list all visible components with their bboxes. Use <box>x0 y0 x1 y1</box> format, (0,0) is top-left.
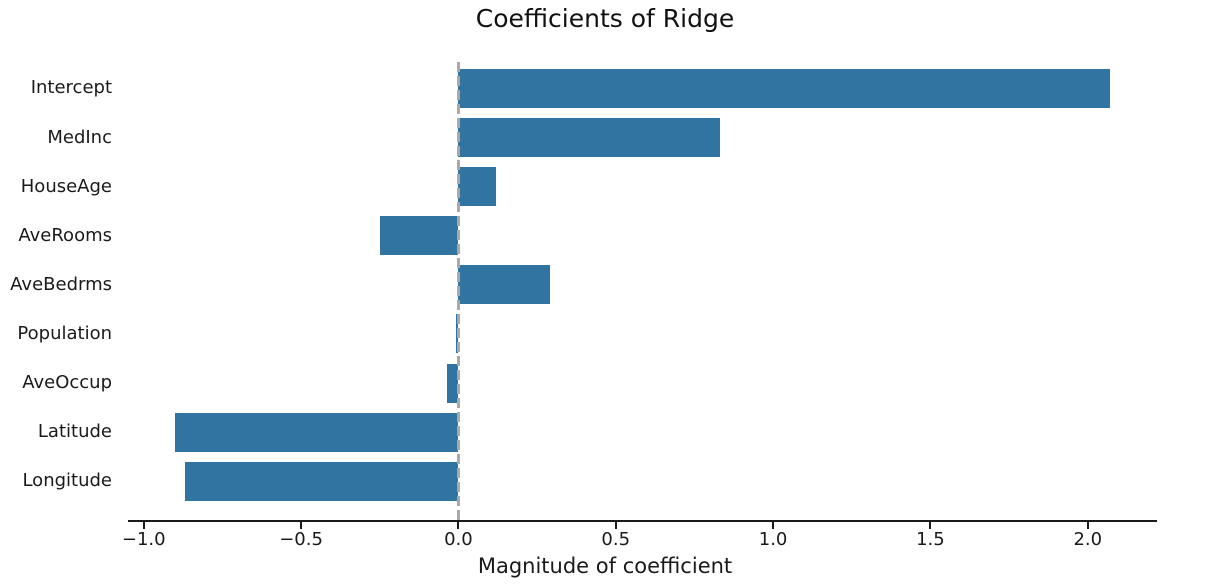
bar-avebedrms <box>458 265 550 305</box>
y-tick-label-averooms: AveRooms <box>18 224 112 246</box>
chart-title: Coefficients of Ridge <box>475 4 735 33</box>
y-tick-label-population: Population <box>17 322 112 344</box>
bar-latitude <box>175 412 459 452</box>
zero-reference-line <box>456 62 460 520</box>
plot-area <box>128 62 1157 522</box>
y-tick-label-aveoccup: AveOccup <box>22 372 112 393</box>
x-tick-mark <box>142 522 145 529</box>
x-tick-label: −1.0 <box>121 529 166 550</box>
y-tick-label-intercept: Intercept <box>30 77 112 99</box>
x-tick-label: 1.5 <box>916 529 945 550</box>
x-tick-label: 0.0 <box>444 529 473 550</box>
x-tick-mark <box>457 522 460 529</box>
y-tick-label-houseage: HouseAge <box>20 175 112 197</box>
y-tick-label-latitude: Latitude <box>37 421 112 443</box>
x-tick-mark <box>614 522 617 529</box>
x-tick-mark <box>929 522 932 529</box>
x-tick-label: 1.0 <box>758 529 788 550</box>
x-tick-label: −0.5 <box>279 529 323 550</box>
x-tick-mark <box>300 522 303 529</box>
bar-averooms <box>379 216 459 256</box>
x-tick-mark <box>772 522 775 529</box>
x-tick-label: 2.0 <box>1073 529 1103 550</box>
bar-houseage <box>458 167 497 207</box>
bar-longitude <box>184 461 459 501</box>
y-tick-label-medinc: MedInc <box>47 126 112 148</box>
y-tick-label-avebedrms: AveBedrms <box>10 273 112 295</box>
x-axis-label: Magnitude of coefficient <box>477 554 733 578</box>
y-tick-label-longitude: Longitude <box>22 470 112 492</box>
bar-intercept <box>458 68 1110 108</box>
bar-aveoccup <box>447 363 459 403</box>
x-tick-mark <box>1086 522 1089 529</box>
x-tick-label: 0.5 <box>601 529 631 550</box>
bar-medinc <box>458 118 720 157</box>
